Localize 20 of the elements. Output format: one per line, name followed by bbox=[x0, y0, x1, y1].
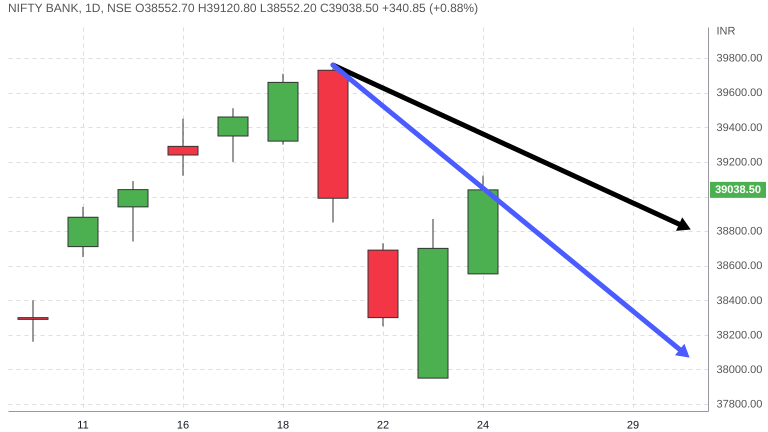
chart-title: NIFTY BANK, 1D, NSE O38552.70 H39120.80 L38552.20 C39038.50 +340.85 (+0.88%) bbox=[8, 1, 478, 15]
y-tick-label: 39600.00 bbox=[716, 87, 762, 100]
y-tick-label: 39400.00 bbox=[716, 122, 762, 134]
x-tick-label: 29 bbox=[626, 420, 640, 432]
y-tick-label: 37800.00 bbox=[716, 398, 762, 411]
x-tick-label: 18 bbox=[276, 420, 290, 432]
y-tick-label: 38200.00 bbox=[716, 329, 762, 342]
y-tick-label: 38800.00 bbox=[716, 226, 762, 238]
x-tick-label: 11 bbox=[77, 420, 89, 432]
x-tick-label: 22 bbox=[376, 420, 390, 432]
x-tick-label: 16 bbox=[176, 420, 190, 432]
y-tick-label: 39200.00 bbox=[716, 156, 762, 168]
y-tick-label: 38000.00 bbox=[716, 364, 762, 376]
y-tick-label: 39800.00 bbox=[716, 52, 762, 65]
x-tick-label: 24 bbox=[476, 420, 490, 432]
candlestick bbox=[18, 300, 48, 342]
y-tick-label: 38400.00 bbox=[716, 294, 762, 307]
y-tick-label: 38600.00 bbox=[716, 260, 762, 272]
text: 39038.50 bbox=[715, 184, 761, 196]
y-axis-title: INR bbox=[716, 26, 736, 38]
